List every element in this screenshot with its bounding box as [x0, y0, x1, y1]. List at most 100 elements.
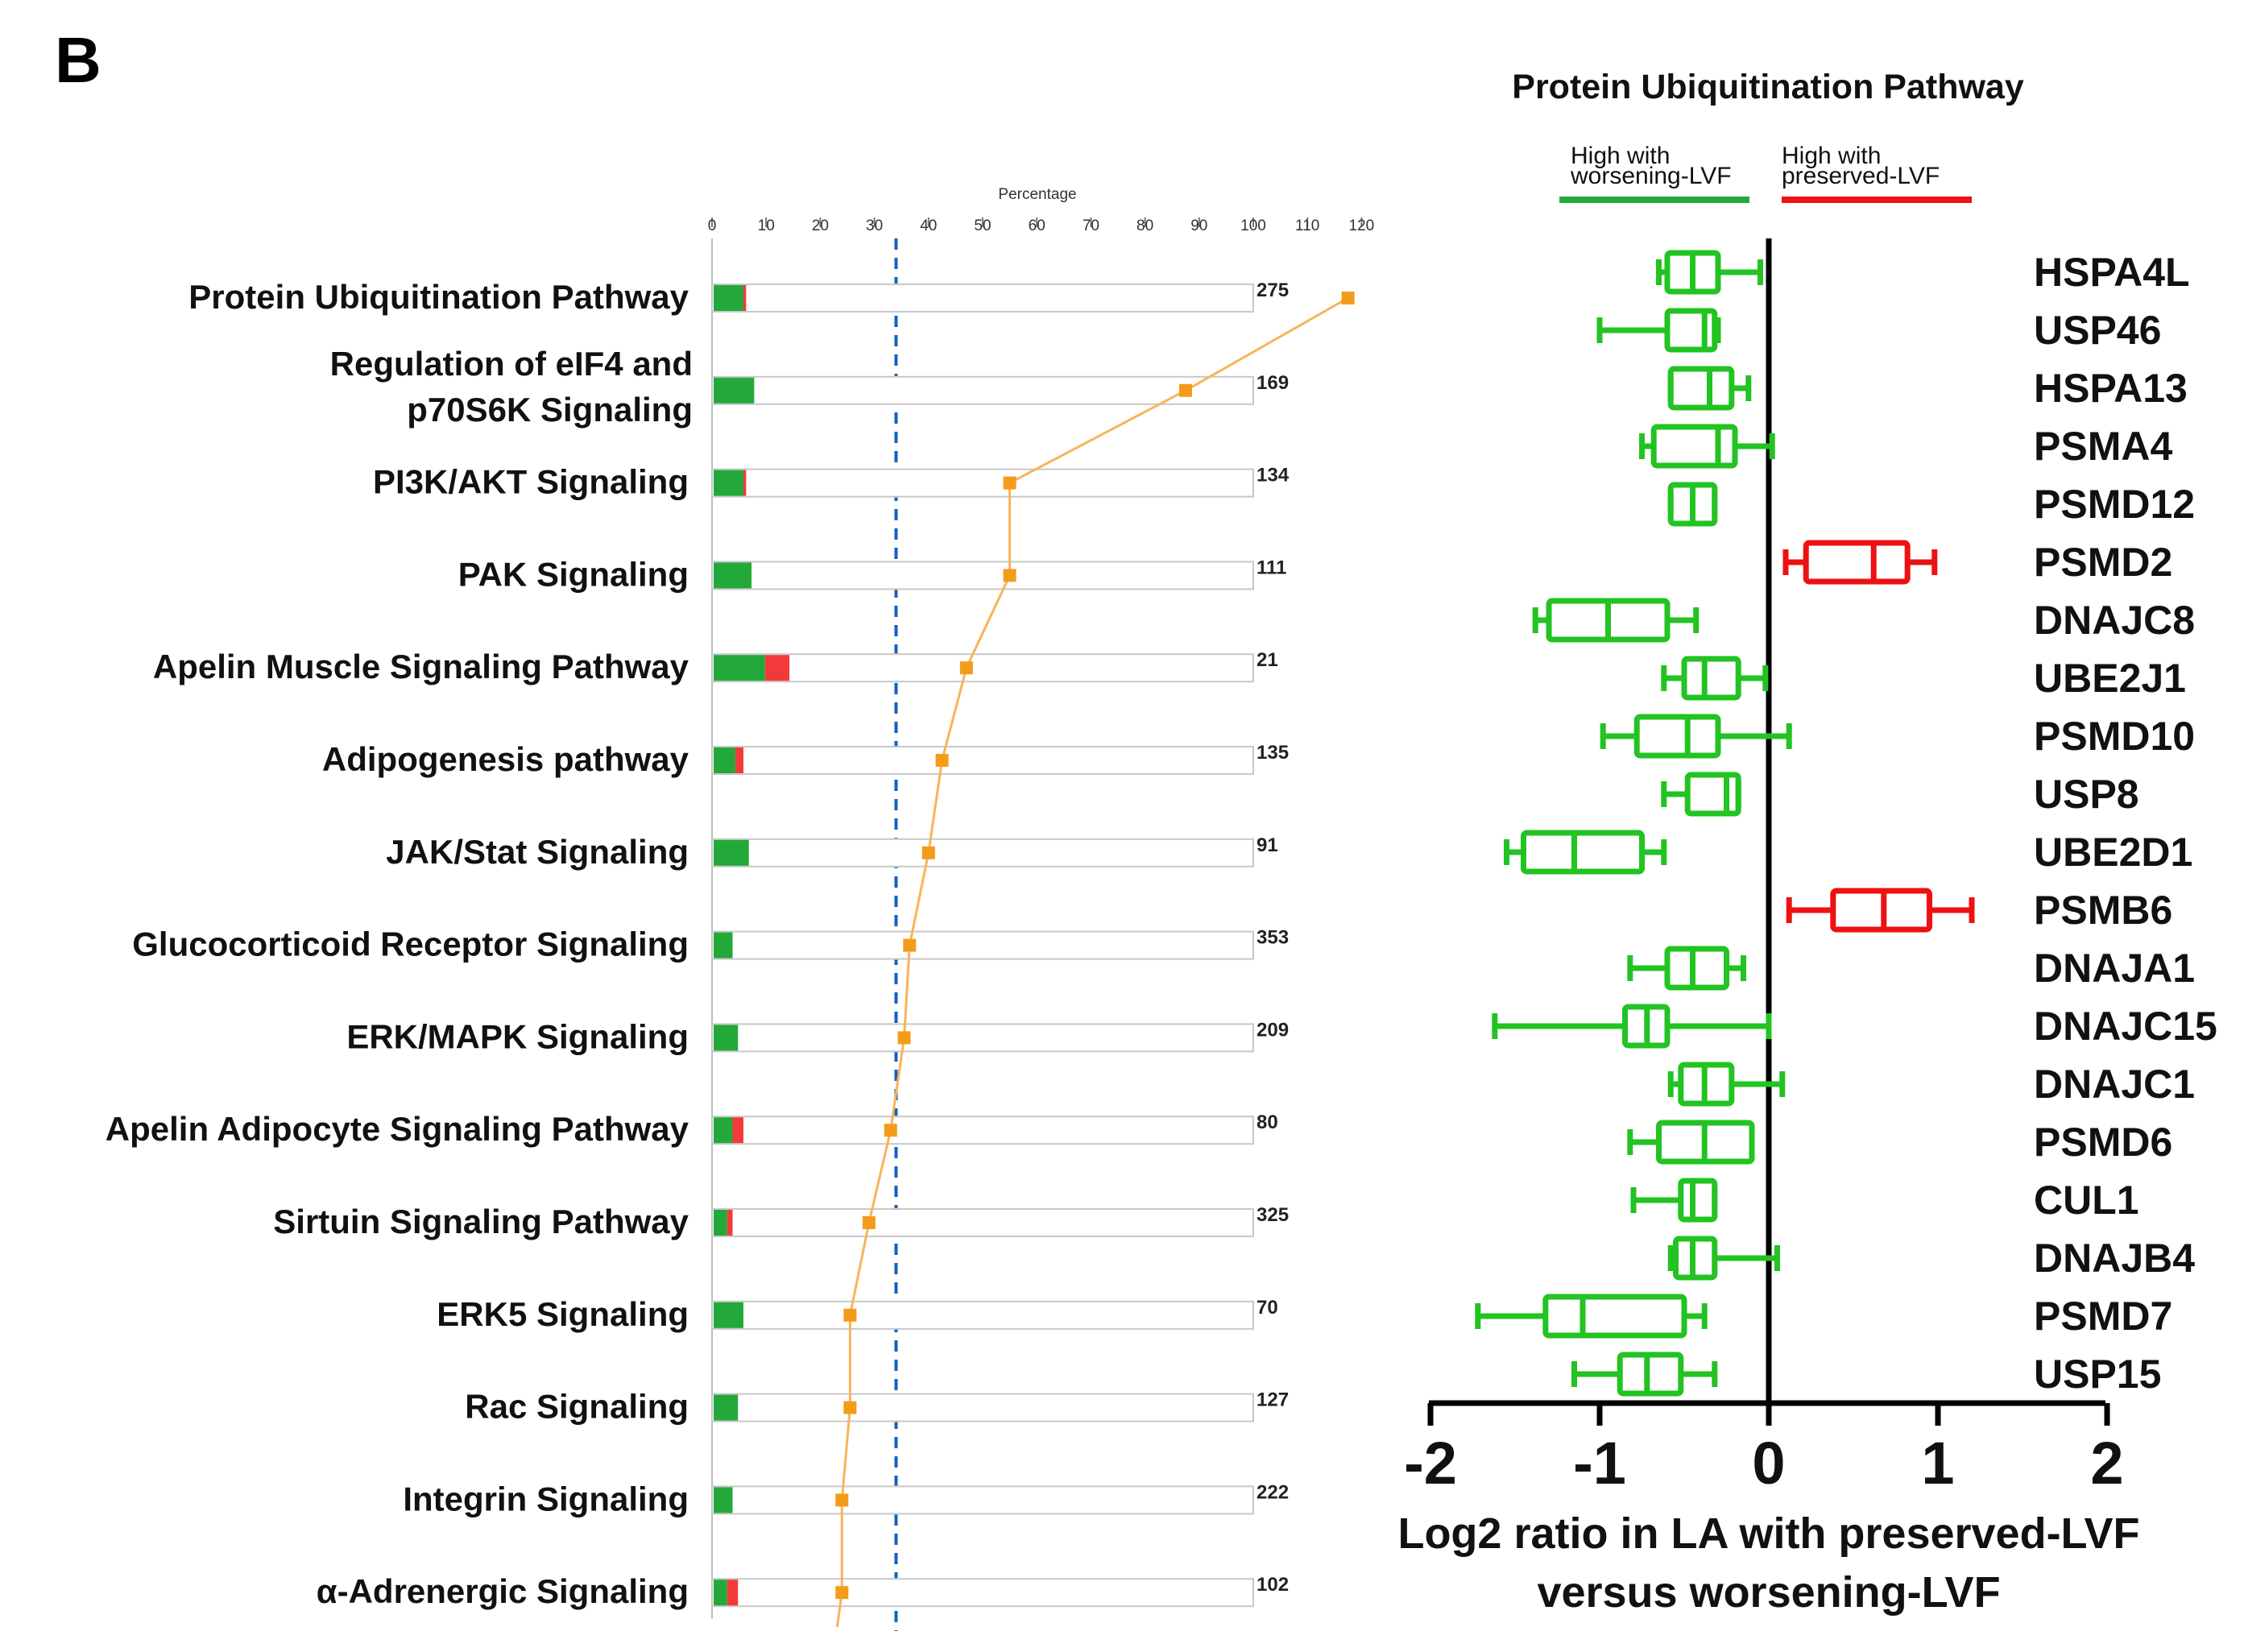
pvalue-marker	[1179, 383, 1192, 397]
bar-background	[711, 1300, 1254, 1330]
gene-label: PSMD2	[2034, 540, 2172, 585]
percentage-tick-label: 30	[866, 217, 883, 234]
percentage-tick-label: 0	[708, 217, 717, 234]
gene-label: USP8	[2034, 772, 2139, 817]
pathway-label: ERK5 Signaling	[437, 1295, 689, 1333]
bar-count: 209	[1257, 1019, 1289, 1041]
bar-count: 80	[1257, 1112, 1278, 1133]
gene-label: PSMD10	[2034, 714, 2195, 759]
percentage-axis: 0 10 20 30 40 50 60 70 80 90 100 110 120	[708, 217, 1375, 234]
pvalue-marker	[1003, 476, 1016, 490]
bar-green	[714, 747, 735, 773]
log2-axis: -2 -1 0 1 2	[1404, 1403, 2124, 1497]
bar-background	[711, 375, 1254, 405]
pathway-label: Regulation of eIF4 and	[330, 345, 693, 383]
pathway-label: ERK/MAPK Signaling	[346, 1017, 689, 1055]
pathway-bar-chart: Percentage 0 10 20 30 40 50 60 70 80 90 100 110 120 …	[106, 186, 1374, 1631]
log2-tick-label: -2	[1404, 1430, 1457, 1497]
iqr-box	[1650, 424, 1738, 469]
pathway-label: PI3K/AKT Signaling	[373, 463, 689, 501]
bar-green	[714, 377, 755, 404]
percentage-tick-label: 10	[758, 217, 775, 234]
percentage-tick-label: 100	[1240, 217, 1266, 234]
gene-label: PSMA4	[2034, 424, 2172, 469]
bar-count: 325	[1257, 1204, 1289, 1226]
legend: High with worsening-LVF High with preser…	[1559, 143, 1972, 203]
bar-count: 169	[1257, 372, 1289, 394]
gene-label: PSMD6	[2034, 1120, 2172, 1165]
pvalue-marker	[862, 1216, 876, 1229]
bar-count: 102	[1257, 1574, 1289, 1596]
gene-label: HSPA13	[2034, 366, 2188, 411]
gene-boxes	[1475, 250, 1975, 1397]
pvalue-marker	[835, 1586, 849, 1600]
bar-green	[714, 1487, 733, 1513]
gene-label: CUL1	[2034, 1178, 2139, 1223]
bar-count: 21	[1257, 649, 1278, 671]
bar-background	[711, 468, 1254, 498]
gene-label: USP15	[2034, 1352, 2161, 1397]
bar-green	[714, 1580, 727, 1606]
bar-green	[714, 285, 743, 311]
log2-tick-label: 1	[1921, 1430, 1954, 1497]
iqr-box	[1617, 1352, 1684, 1397]
log2-tick-label: 2	[2090, 1430, 2123, 1497]
bar-count: 127	[1257, 1389, 1289, 1411]
gene-label: PSMD7	[2034, 1294, 2172, 1339]
bar-red	[732, 1117, 743, 1144]
bar-count: 353	[1257, 927, 1289, 949]
bar-background	[711, 838, 1254, 867]
gene-labels: HSPA4L USP46 HSPA13 PSMA4 PSMD12 PSMD2 DNAJC8 U…	[2034, 250, 2217, 1397]
percentage-tick-label: 20	[812, 217, 829, 234]
legend-red-text-2: preserved-LVF	[1782, 163, 1940, 189]
bar-count: 91	[1257, 834, 1278, 856]
pathway-labels: Protein Ubiquitination Pathway Regulation…	[106, 278, 693, 1610]
gene-label: UBE2D1	[2034, 830, 2192, 875]
bar-background	[711, 1208, 1254, 1237]
bar-red	[727, 1580, 739, 1606]
bar-green	[714, 1394, 739, 1421]
bar-count: 222	[1257, 1481, 1289, 1503]
bar-red	[764, 655, 790, 681]
gene-label: PSMD12	[2034, 482, 2195, 527]
bar-count: 135	[1257, 742, 1289, 764]
bar-green	[714, 1117, 733, 1144]
iqr-box	[1542, 1294, 1687, 1339]
legend-red-text-1: High with	[1782, 143, 1881, 169]
pvalue-marker	[897, 1031, 911, 1045]
gene-label: UBE2J1	[2034, 656, 2186, 701]
bar-background	[711, 930, 1254, 960]
bar-background	[711, 746, 1254, 775]
bar-green	[714, 1302, 743, 1328]
bar-background	[711, 561, 1254, 590]
percentage-tick-label: 120	[1349, 217, 1375, 234]
bar-green	[714, 1210, 727, 1236]
percentage-tick-label: 70	[1083, 217, 1099, 234]
iqr-box	[1684, 772, 1741, 817]
bar-red	[743, 470, 747, 496]
pathway-label: PAK Signaling	[458, 555, 689, 593]
pvalue-marker	[884, 1124, 897, 1137]
log2-tick-label: -1	[1573, 1430, 1626, 1497]
pvalue-marker	[1341, 292, 1355, 304]
percentage-tick-label: 110	[1295, 217, 1319, 234]
x-axis-label-1: Log2 ratio in LA with preserved-LVF	[1397, 1509, 2139, 1558]
pvalue-marker	[835, 1493, 849, 1507]
bar-background	[711, 1578, 1254, 1608]
iqr-box	[1678, 1178, 1718, 1223]
pathway-bars: 275 169 134 111 21 135 91 353 209 80 325 70 127 222 10…	[711, 279, 1290, 1608]
gene-label: HSPA4L	[2034, 250, 2190, 295]
iqr-box	[1664, 946, 1729, 991]
boxplot-chart: Protein Ubiquitination Pathway High with…	[1397, 68, 2217, 1617]
gene-label: DNAJA1	[2034, 946, 2195, 991]
legend-green-text-2: worsening-LVF	[1570, 163, 1732, 189]
pathway-label: Apelin Muscle Signaling Pathway	[153, 648, 689, 685]
percentage-tick-label: 40	[920, 217, 937, 234]
iqr-box	[1633, 714, 1721, 759]
pvalue-markers	[835, 292, 1355, 1600]
bar-green	[714, 655, 765, 681]
iqr-box	[1681, 656, 1741, 701]
pathway-label: JAK/Stat Signaling	[386, 833, 689, 871]
bar-background	[711, 1116, 1254, 1145]
